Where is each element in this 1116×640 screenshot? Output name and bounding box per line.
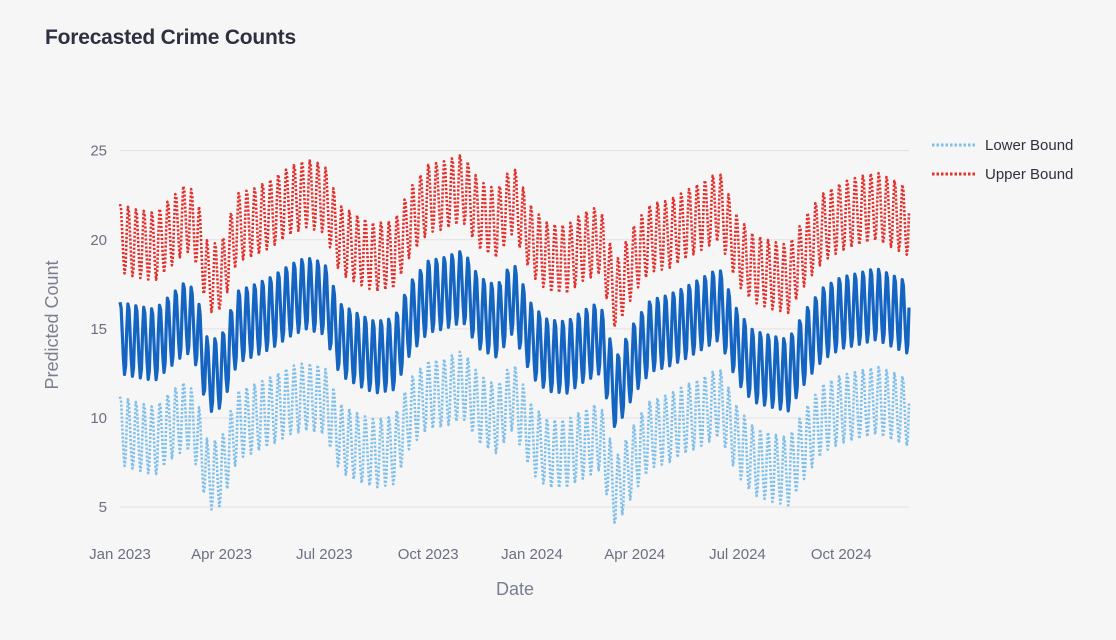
- x-tick-label: Apr 2024: [604, 546, 665, 563]
- x-tick-label: Jul 2024: [709, 546, 766, 563]
- y-tick-label: 10: [90, 410, 107, 427]
- x-tick-label: Apr 2023: [191, 546, 252, 563]
- y-tick-label: 20: [90, 232, 107, 249]
- legend-item[interactable]: Lower Bound: [932, 137, 1073, 154]
- y-tick-label: 5: [99, 499, 107, 516]
- y-tick-label: 15: [90, 321, 107, 338]
- y-tick-label: 25: [90, 143, 107, 160]
- legend-label: Lower Bound: [985, 137, 1073, 154]
- x-tick-label: Jan 2023: [89, 546, 151, 563]
- series-line-upper-bound: [118, 154, 911, 328]
- gridlines: [120, 150, 909, 508]
- x-tick-label: Jul 2023: [296, 546, 353, 563]
- series-layer: [118, 154, 911, 525]
- x-tick-label: Oct 2023: [398, 546, 459, 563]
- chart-title: Forecasted Crime Counts: [45, 26, 296, 49]
- x-tick-label: Jan 2024: [501, 546, 563, 563]
- legend-item[interactable]: Upper Bound: [932, 166, 1073, 183]
- legend: Lower Bound Upper Bound: [932, 137, 1073, 183]
- series-line-prediction: [118, 250, 911, 429]
- x-axis-ticks: Jan 2023 Apr 2023 Jul 2023 Oct 2023 Jan 2024…: [89, 546, 872, 563]
- y-axis-label: Predicted Count: [42, 260, 62, 389]
- x-axis-label: Date: [496, 579, 534, 599]
- legend-label: Upper Bound: [985, 166, 1073, 183]
- x-tick-label: Oct 2024: [811, 546, 872, 563]
- series-line-lower-bound: [118, 350, 911, 525]
- y-axis-ticks: 5 10 15 20 25: [90, 143, 107, 517]
